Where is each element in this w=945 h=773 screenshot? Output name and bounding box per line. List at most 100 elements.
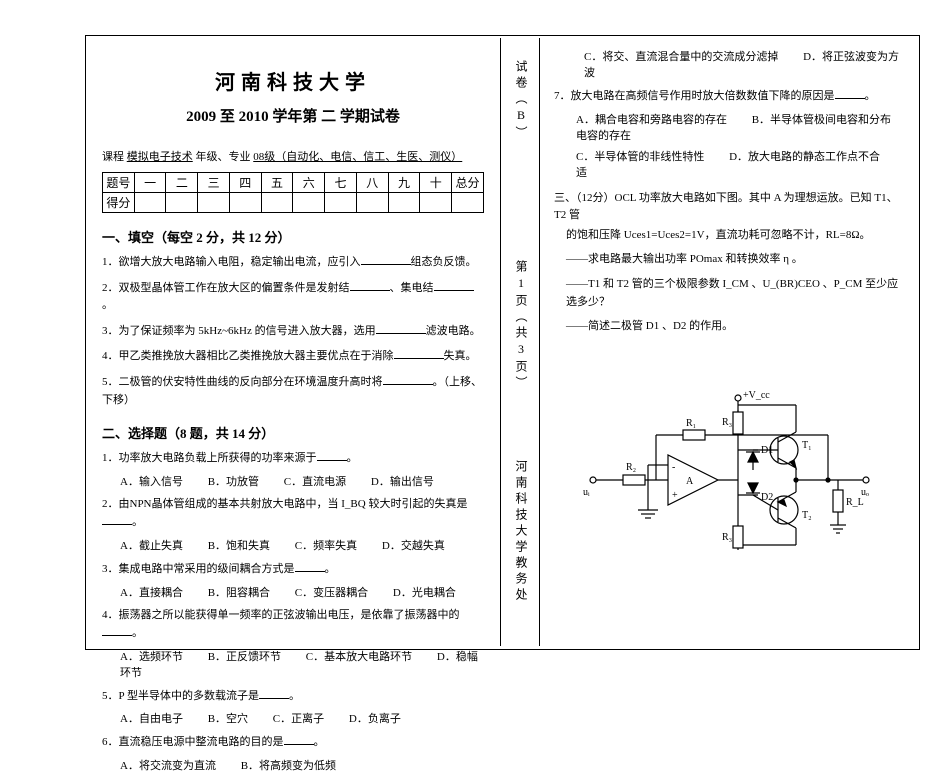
grade-value: 08级（自动化、电信、信工、生医、测仪）	[253, 151, 462, 163]
right-column: C．将交、直流混合量中的交流成分滤掉 D．将正弦波变为方波 7．放大电路在高频信…	[540, 38, 915, 646]
blank	[394, 347, 444, 359]
th: 四	[229, 173, 261, 193]
q-text: 3．集成电路中常采用的级间耦合方式是	[102, 563, 295, 575]
section3-p2: ——T1 和 T2 管的三个极限参数 I_CM 、U_(BR)CEO 、P_CM…	[566, 276, 901, 311]
q-text: 3．为了保证频率为 5kHz~6kHz 的信号进入放大器，选用	[102, 325, 376, 337]
label-R3a: R₃	[722, 417, 732, 428]
opt: D．负离子	[349, 713, 401, 725]
th: 八	[356, 173, 388, 193]
q-text: 1．功率放大电路负载上所获得的功率来源于	[102, 452, 317, 464]
course-line: 课程 模拟电子技术 年级、专业 08级（自动化、电信、信工、生医、测仪）	[102, 148, 484, 164]
q2-3: 3．集成电路中常采用的级间耦合方式是。	[102, 560, 484, 579]
section1-title: 一、填空（每空 2 分，共 12 分）	[102, 227, 484, 246]
label-uo: uₒ	[861, 487, 869, 498]
cell	[229, 193, 261, 213]
q2-4-opts: A．选频环节 B．正反馈环节 C．基本放大电路环节 D．稳幅环节	[120, 648, 484, 680]
th: 五	[261, 173, 293, 193]
grade-label: 年级、专业	[196, 151, 251, 163]
q-text: 2．由NPN晶体管组成的基本共射放大电路中，当 I_BQ 较大时引起的失真是	[102, 498, 467, 510]
th: 七	[325, 173, 357, 193]
q-text: 、集电结	[390, 282, 434, 294]
q-text: 4．甲乙类推挽放大器相比乙类推挽放大器主要优点在于消除	[102, 350, 394, 362]
label-D1: D1	[761, 445, 773, 456]
section3-p1: ——求电路最大输出功率 POmax 和转换效率 η 。	[566, 251, 901, 269]
blank	[259, 687, 289, 699]
q2-3-opts: A．直接耦合 B．阻容耦合 C．变压器耦合 D．光电耦合	[120, 584, 484, 600]
blank	[376, 322, 426, 334]
q-text: 失真。	[444, 350, 477, 362]
circuit-diagram: uᵢ R₂ R₁ A D1 D2 R₃ R₃ T₁ T₂ R_L uₒ +V_c…	[578, 350, 878, 550]
svg-text:+: +	[672, 490, 678, 501]
label-T2: T₂	[802, 510, 812, 521]
blank	[317, 449, 347, 461]
q1-3: 3．为了保证频率为 5kHz~6kHz 的信号进入放大器，选用 滤波电路。	[102, 322, 484, 341]
cell	[452, 193, 484, 213]
th: 三	[198, 173, 230, 193]
term-line: 2009 至 2010 学年第 二 学期试卷	[102, 105, 484, 126]
q2-6: 6．直流稳压电源中整流电路的目的是。	[102, 733, 484, 752]
q2-6-opts: A．将交流变为直流 B．将高频变为低频	[120, 757, 484, 773]
blank	[383, 373, 433, 385]
opt: C．直流电源	[284, 476, 346, 488]
blank	[350, 279, 390, 291]
blank	[434, 279, 474, 291]
q-text: 2．双极型晶体管工作在放大区的偏置条件是发射结	[102, 282, 350, 294]
opt: A．截止失真	[120, 540, 183, 552]
opt: B．空穴	[208, 713, 248, 725]
opt: A．选频环节	[120, 651, 183, 663]
q2-7-opts: A．耦合电容和旁路电容的存在 B．半导体管极间电容和分布电容的存在	[576, 111, 901, 143]
th: 二	[166, 173, 198, 193]
cell	[356, 193, 388, 213]
q2-2: 2．由NPN晶体管组成的基本共射放大电路中，当 I_BQ 较大时引起的失真是。	[102, 496, 484, 532]
cell	[420, 193, 452, 213]
label-RL: R_L	[846, 497, 864, 508]
score-value-row: 得分	[103, 193, 484, 213]
university-title: 河南科技大学	[102, 66, 484, 95]
q-text: 滤波电路。	[426, 325, 481, 337]
th: 十	[420, 173, 452, 193]
section3-p3: ——简述二极管 D1 、D2 的作用。	[566, 318, 901, 336]
opt: B．阻容耦合	[208, 587, 270, 599]
q-text: 5．二极管的伏安特性曲线的反向部分在环境温度升高时将	[102, 376, 383, 388]
blank	[102, 513, 132, 525]
th: 题号	[103, 173, 135, 193]
q-text: 。	[102, 299, 113, 311]
cell	[134, 193, 166, 213]
opt: D．光电耦合	[393, 587, 456, 599]
label-R2: R₂	[626, 462, 636, 473]
th: 总分	[452, 173, 484, 193]
opt: C．变压器耦合	[295, 587, 368, 599]
score-header-row: 题号 一 二 三 四 五 六 七 八 九 十 总分	[103, 173, 484, 193]
label-D2: D2	[761, 492, 773, 503]
th: 六	[293, 173, 325, 193]
cell	[388, 193, 420, 213]
th: 九	[388, 173, 420, 193]
q-text: 组态负反馈。	[411, 256, 477, 268]
q1-4: 4．甲乙类推挽放大器相比乙类推挽放大器主要优点在于消除 失真。	[102, 347, 484, 366]
opt: A．耦合电容和旁路电容的存在	[576, 114, 727, 126]
opt: B．将高频变为低频	[241, 760, 336, 772]
opt: A．直接耦合	[120, 587, 183, 599]
opt: A．输入信号	[120, 476, 183, 488]
opt: C．正离子	[273, 713, 324, 725]
label-A: A	[686, 476, 694, 487]
label-T1: T₁	[802, 440, 812, 451]
th: 一	[134, 173, 166, 193]
section3-title: 三、（12分）OCL 功率放大电路如下图。其中 A 为理想运放。已知 T1、T2…	[554, 190, 901, 225]
q2-7: 7．放大电路在高频信号作用时放大倍数数值下降的原因是。	[554, 87, 901, 106]
opt: A．将交流变为直流	[120, 760, 216, 772]
cell	[166, 193, 198, 213]
svg-text:-: -	[672, 462, 675, 473]
q-text: 7．放大电路在高频信号作用时放大倍数数值下降的原因是	[554, 90, 835, 102]
q-text: 4．振荡器之所以能获得单一频率的正弦波输出电压，是依靠了振荡器中的	[102, 609, 460, 621]
opt: C．将交、直流混合量中的交流成分滤掉	[584, 51, 778, 63]
left-column: 河南科技大学 2009 至 2010 学年第 二 学期试卷 课程 模拟电子技术 …	[88, 38, 498, 646]
q1-5: 5．二极管的伏安特性曲线的反向部分在环境温度升高时将。（上移、下移）	[102, 373, 484, 409]
q2-1-opts: A．输入信号 B．功放管 C．直流电源 D．输出信号	[120, 473, 484, 489]
q1-2: 2．双极型晶体管工作在放大区的偏置条件是发射结 、集电结。	[102, 279, 484, 315]
blank	[835, 87, 865, 99]
gutter-text-bottom: 河南科技大学教务处	[510, 460, 530, 604]
opt: C．半导体管的非线性特性	[576, 151, 704, 163]
gutter-text-mid: 第1页（共3页）	[510, 260, 530, 392]
q2-5: 5．P 型半导体中的多数载流子是。	[102, 687, 484, 706]
